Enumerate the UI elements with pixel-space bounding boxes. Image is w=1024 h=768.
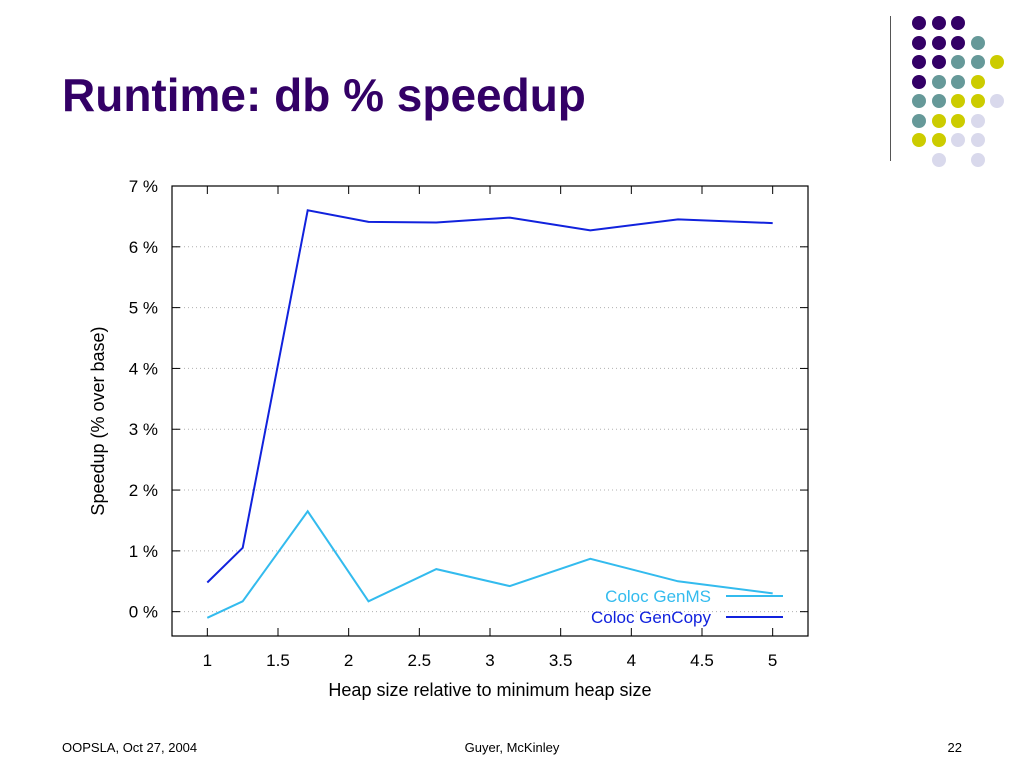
decorative-dot	[951, 74, 965, 89]
x-tick-label: 4.5	[690, 651, 714, 670]
x-tick-label: 1	[203, 651, 212, 670]
y-tick-label: 2 %	[129, 481, 158, 500]
decorative-dot	[970, 35, 985, 50]
decorative-dot	[970, 94, 985, 108]
decorative-dot	[970, 113, 985, 128]
y-tick-label: 4 %	[129, 359, 158, 378]
x-tick-label: 2	[344, 651, 353, 670]
decorative-dot	[912, 35, 926, 50]
x-tick-label: 3.5	[549, 651, 573, 670]
x-tick-label: 5	[768, 651, 777, 670]
decorative-dot	[931, 55, 946, 69]
series-line	[206, 509, 773, 619]
x-tick-label: 2.5	[408, 651, 432, 670]
decorative-dot	[951, 113, 965, 128]
decorative-divider	[890, 16, 891, 161]
slide-title: Runtime: db % speedup	[62, 69, 586, 121]
decorative-dot	[931, 133, 946, 147]
decorative-dot	[951, 133, 965, 147]
y-tick-label: 7 %	[129, 177, 158, 196]
decorative-dot	[951, 16, 965, 30]
decorative-dot	[912, 74, 926, 89]
x-tick-label: 3	[485, 651, 494, 670]
footer-conference: OOPSLA, Oct 27, 2004	[62, 740, 198, 755]
legend-label: Coloc GenCopy	[591, 608, 712, 627]
decorative-dot	[970, 152, 985, 167]
decorative-dot	[931, 152, 946, 167]
footer-authors: Guyer, McKinley	[464, 740, 560, 755]
x-tick-label: 4	[627, 651, 636, 670]
y-tick-label: 0 %	[129, 603, 158, 622]
speedup-line-chart: 0 % 1 % 2 % 3 % 4 % 5 % 6 % 7 % 1 1.5 2 2.5 3 3.5 4 4.5…	[88, 177, 809, 700]
decorative-dot	[912, 113, 926, 128]
decorative-dot	[970, 133, 985, 147]
decorative-dot	[951, 94, 965, 108]
x-tick-label: 1.5	[266, 651, 290, 670]
y-tick-label: 1 %	[129, 542, 158, 561]
x-axis-label: Heap size relative to minimum heap size	[328, 680, 651, 700]
legend-label: Coloc GenMS	[605, 587, 711, 606]
series-line	[206, 209, 773, 584]
decorative-dot	[931, 16, 946, 30]
y-tick-label: 3 %	[129, 420, 158, 439]
y-tick-label: 5 %	[129, 299, 158, 318]
plot-frame	[171, 185, 809, 637]
y-tick-label: 6 %	[129, 238, 158, 257]
decorative-dot	[931, 113, 946, 128]
decorative-dot	[912, 133, 926, 147]
decorative-dot	[970, 74, 985, 89]
decorative-dot	[951, 35, 965, 50]
decorative-dot	[912, 94, 926, 108]
y-axis-label: Speedup (% over base)	[88, 326, 108, 515]
decorative-dot	[931, 94, 946, 108]
decorative-dot	[970, 55, 985, 69]
decorative-dot	[990, 94, 1004, 108]
decorative-dot	[951, 55, 965, 69]
decorative-dot	[990, 55, 1004, 69]
decorative-dot	[931, 35, 946, 50]
decorative-dot	[931, 74, 946, 89]
footer-page-number: 22	[947, 740, 962, 755]
decorative-dot	[912, 16, 926, 30]
decorative-dot	[912, 55, 926, 69]
